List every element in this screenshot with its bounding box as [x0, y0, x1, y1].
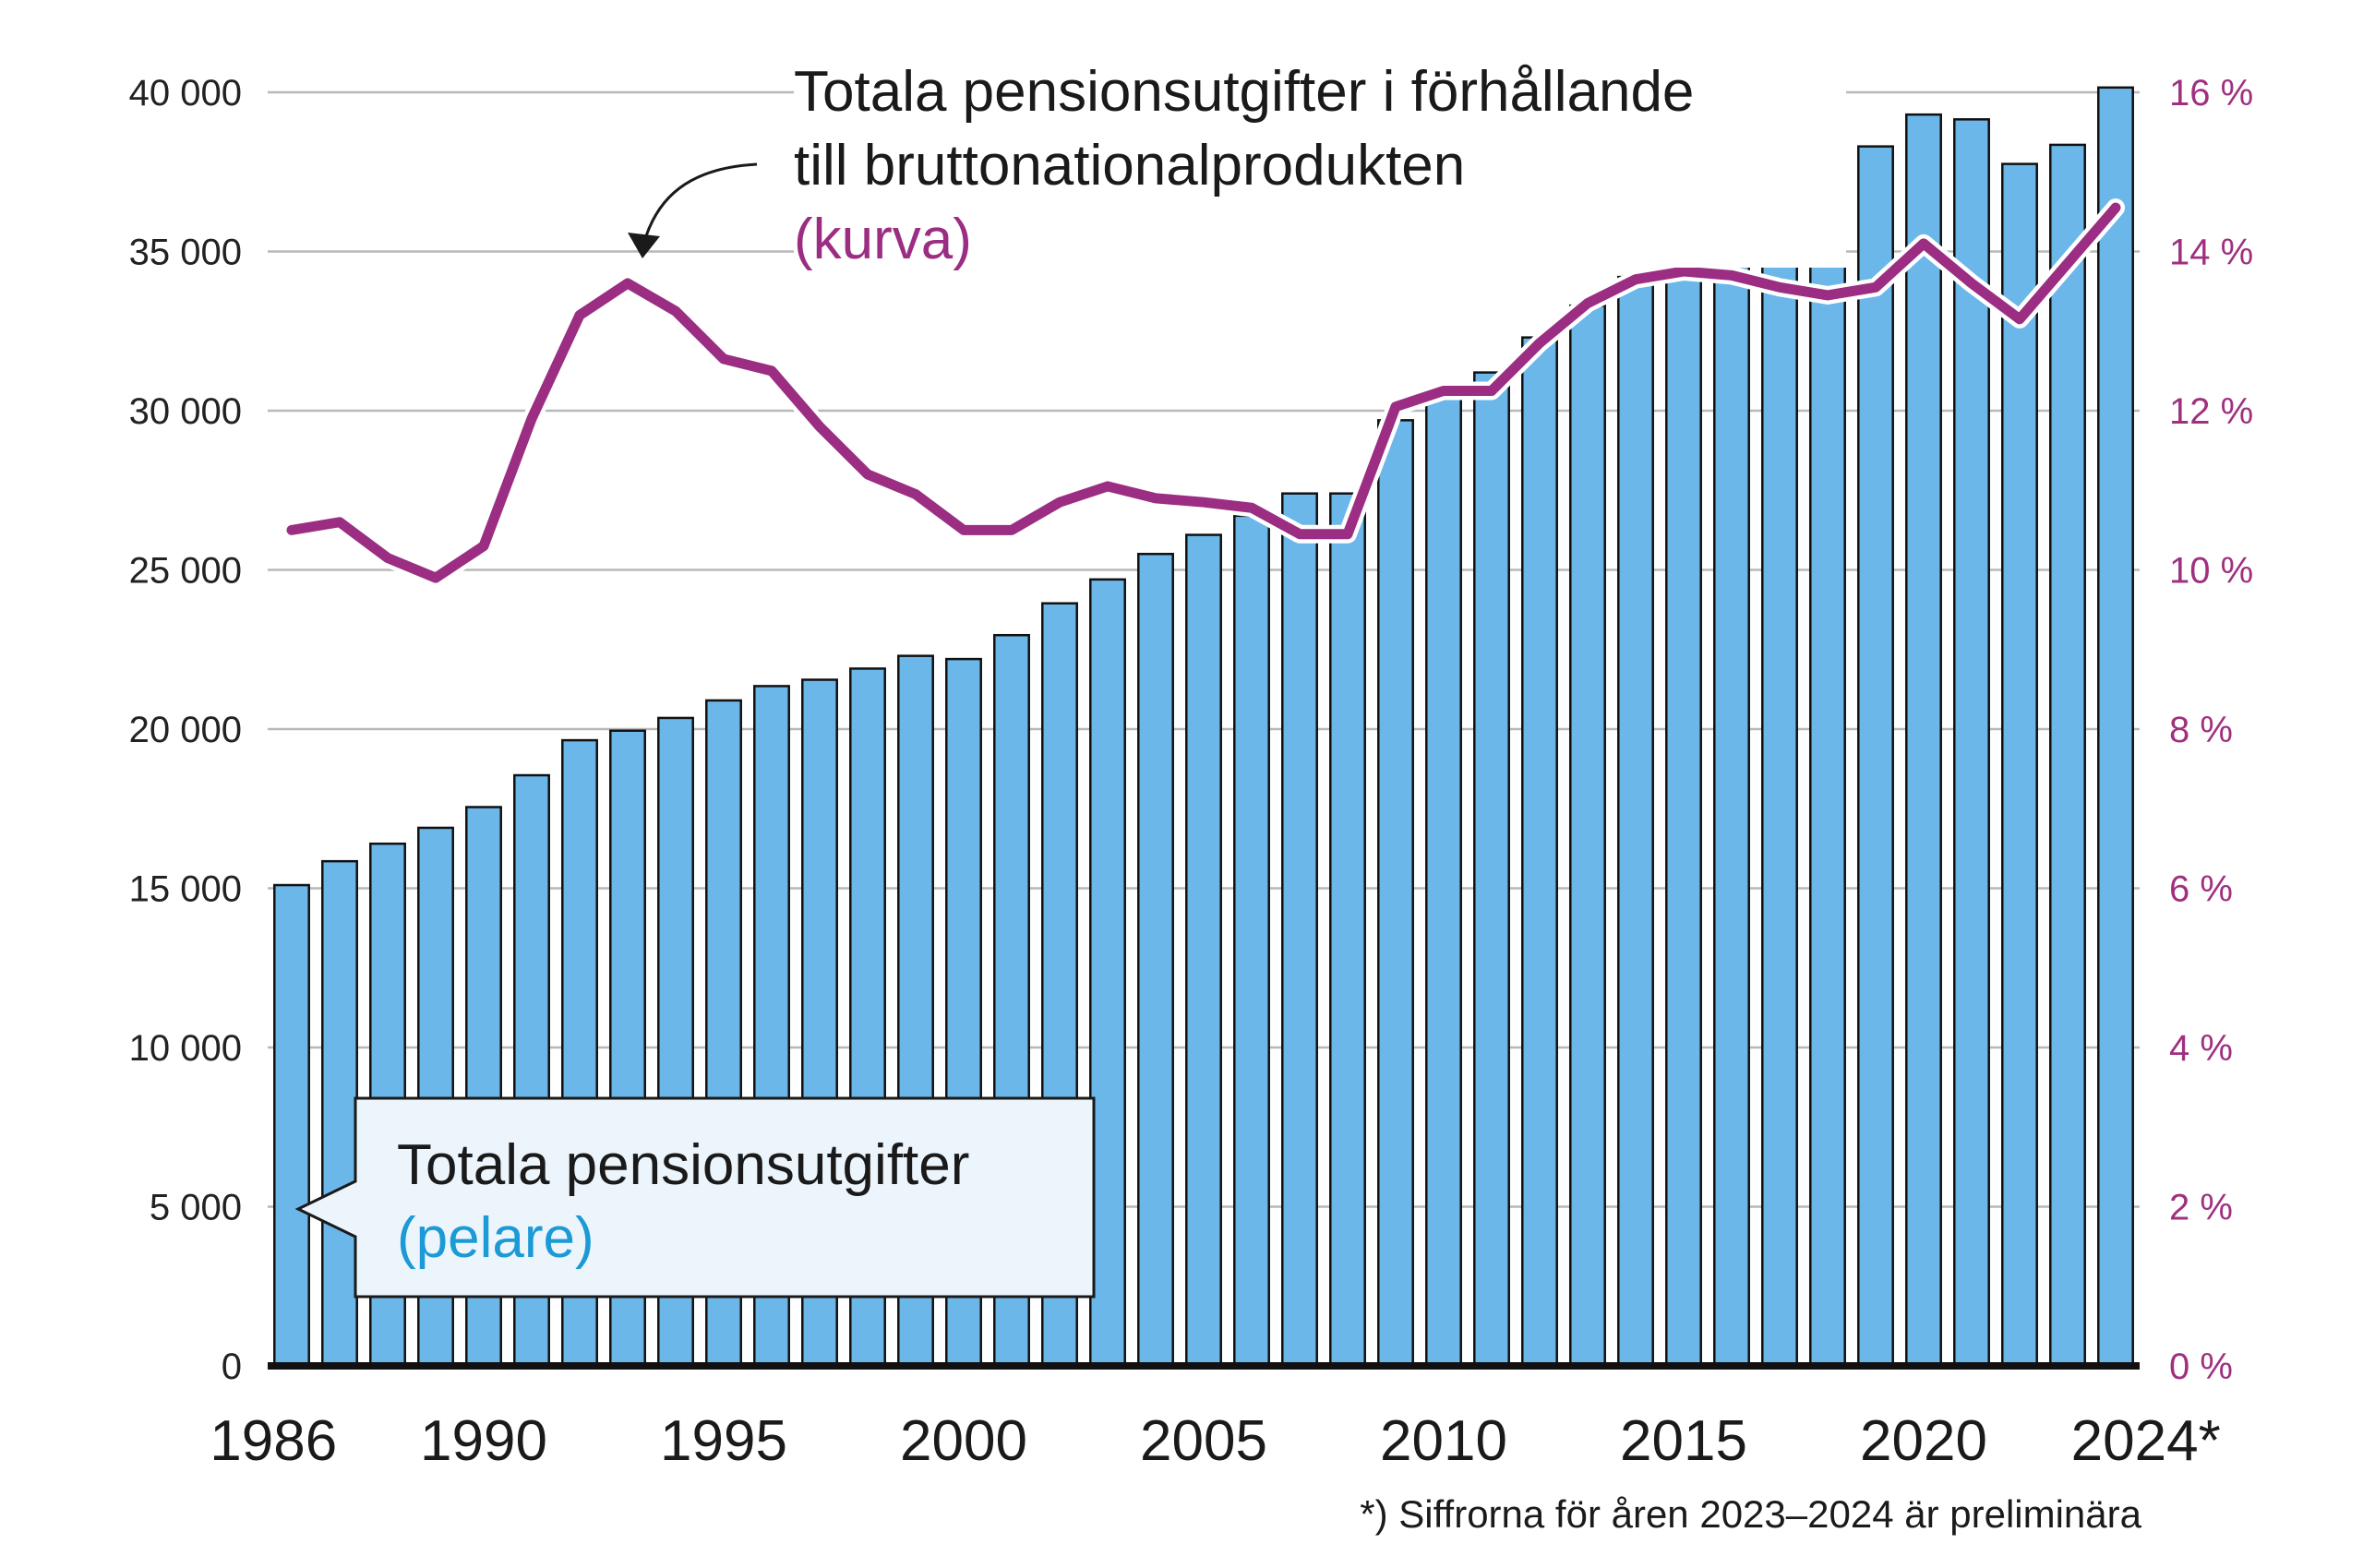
y-right-tick: 16 % [2169, 73, 2253, 114]
tick-labels: 0 5 000 10 000 15 000 20 000 25 000 30 000 35 0… [129, 73, 2254, 1473]
bars-callout-box [294, 1096, 1096, 1299]
y-left-tick: 0 [222, 1347, 242, 1387]
bar-2010 [1425, 387, 1462, 1368]
bar-2005 [1185, 533, 1222, 1368]
x-tick: 1995 [660, 1409, 787, 1473]
bar-2023 [2049, 143, 2086, 1368]
footnote: *) Siffrorna för åren 2023–2024 är preli… [1360, 1492, 2141, 1536]
x-tick: 1990 [420, 1409, 547, 1473]
x-tick: 2005 [1140, 1409, 1267, 1473]
bar-2018 [1809, 169, 1846, 1368]
bar-2022 [2001, 162, 2038, 1368]
bar-2021 [1953, 118, 1990, 1368]
bar-2008 [1329, 492, 1366, 1368]
bar-2009 [1377, 419, 1414, 1368]
y-left-tick: 35 000 [129, 233, 242, 273]
bar-2015 [1665, 237, 1702, 1368]
y-right-tick: 2 % [2169, 1188, 2233, 1228]
x-tick: 1986 [210, 1409, 337, 1473]
y-left-tick: 20 000 [129, 710, 242, 750]
y-right-tick: 0 % [2169, 1347, 2233, 1387]
bar-2024 [2097, 86, 2134, 1368]
bar-2007 [1281, 492, 1318, 1368]
bars-label-line1: Totala pensionsutgifter [397, 1133, 969, 1197]
y-right-tick: 8 % [2169, 710, 2233, 750]
curve-label-line3: (kurva) [794, 208, 972, 271]
curve-annotation-arrow [642, 162, 758, 243]
bar-2019 [1857, 145, 1894, 1368]
y-right-tick: 4 % [2169, 1028, 2233, 1069]
bar-2017 [1761, 187, 1798, 1368]
bar-2003 [1089, 578, 1126, 1368]
curve-label-line1: Totala pensionsutgifter i förhållande [794, 60, 1694, 124]
y-left-tick: 40 000 [129, 73, 242, 114]
bar-2011 [1473, 371, 1510, 1368]
y-right-tick: 14 % [2169, 233, 2253, 273]
bar-2014 [1617, 275, 1654, 1368]
y-left-tick: 10 000 [129, 1028, 242, 1069]
curve-label-line2: till bruttonationalprodukten [794, 134, 1465, 197]
bar-2020 [1905, 113, 1942, 1368]
y-left-tick: 5 000 [150, 1188, 242, 1228]
y-left-tick: 15 000 [129, 869, 242, 910]
bar-2013 [1569, 304, 1606, 1368]
x-tick: 2024* [2071, 1409, 2221, 1473]
y-right-tick: 12 % [2169, 391, 2253, 432]
bar-1986 [273, 883, 310, 1368]
bar-2012 [1521, 336, 1558, 1368]
x-tick: 2015 [1620, 1409, 1747, 1473]
bars-label-line2: (pelare) [397, 1206, 594, 1270]
y-right-tick: 6 % [2169, 869, 2233, 910]
bar-2006 [1233, 514, 1270, 1368]
bar-2004 [1137, 553, 1174, 1368]
bars-annotation: Totala pensionsutgifter (pelare) [294, 1096, 1096, 1299]
bar-2016 [1713, 211, 1750, 1368]
curve-annotation-arrowhead [628, 233, 660, 258]
bar-1987 [321, 859, 358, 1368]
y-left-tick: 30 000 [129, 391, 242, 432]
y-left-tick: 25 000 [129, 551, 242, 592]
curve-annotation-bg [794, 37, 1846, 268]
x-tick: 2010 [1380, 1409, 1507, 1473]
y-right-tick: 10 % [2169, 551, 2253, 592]
x-tick: 2020 [1860, 1409, 1987, 1473]
x-tick: 2000 [900, 1409, 1027, 1473]
curve-annotation: Totala pensionsutgifter i förhållande ti… [628, 37, 1846, 271]
gdp-ratio-series [282, 198, 2125, 588]
